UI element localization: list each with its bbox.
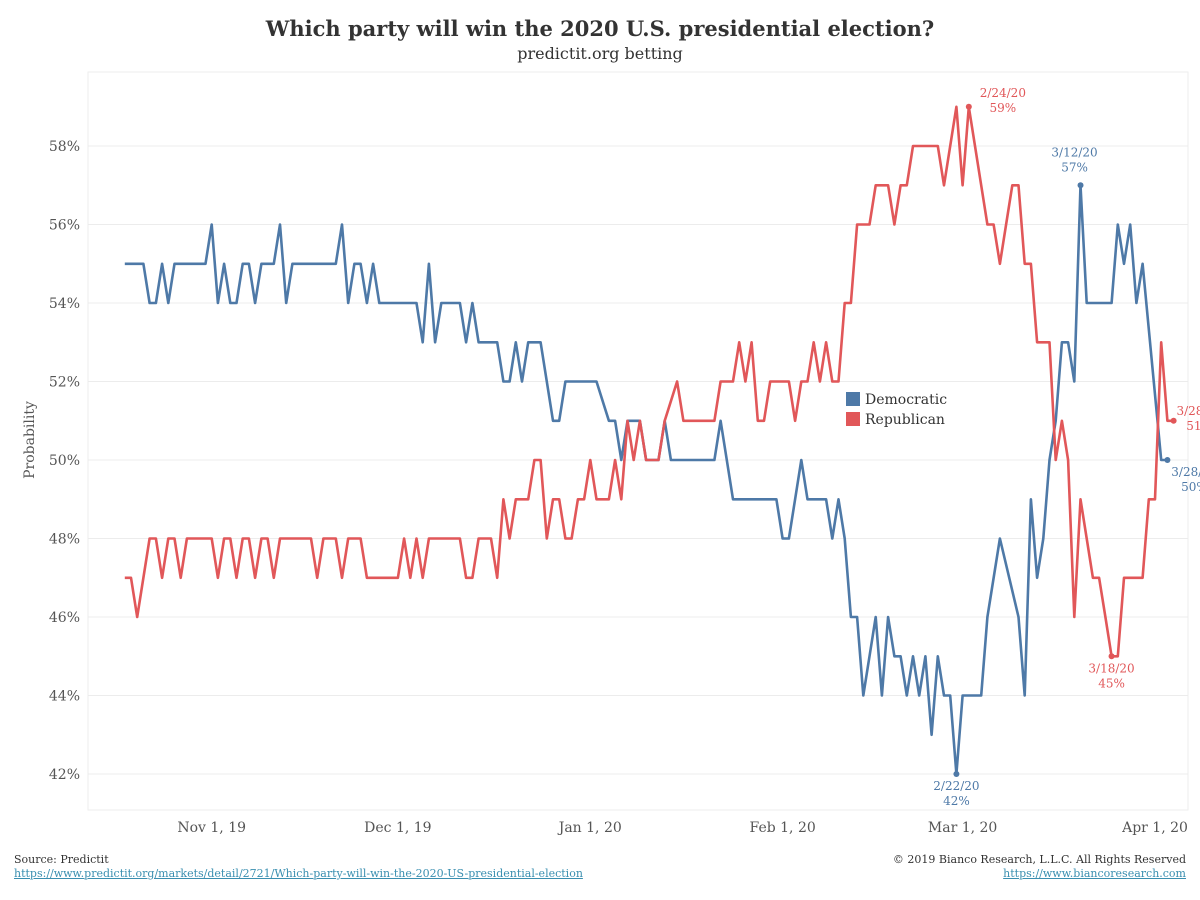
source-label: Source: Predictit xyxy=(14,853,109,866)
annotation-value: 45% xyxy=(1098,676,1125,690)
site-link[interactable]: https://www.biancoresearch.com xyxy=(1003,867,1186,880)
x-tick-label: Nov 1, 19 xyxy=(177,820,246,836)
legend-label-democratic: Democratic xyxy=(865,392,947,408)
y-tick-label: 50% xyxy=(49,453,80,469)
annotation-point xyxy=(1164,457,1171,463)
y-axis-label: Probability xyxy=(22,401,38,479)
series-line-democratic xyxy=(124,184,1168,776)
annotation-value: 42% xyxy=(943,794,970,808)
y-tick-label: 42% xyxy=(49,767,80,783)
annotation-point xyxy=(1077,182,1084,189)
y-tick-label: 44% xyxy=(49,689,80,705)
x-tick-label: Mar 1, 20 xyxy=(928,820,997,836)
annotation-value: 57% xyxy=(1061,160,1088,174)
annotation-value: 59% xyxy=(989,101,1016,115)
legend-swatch-democratic xyxy=(846,392,860,406)
annotation-date: 3/18/20 xyxy=(1088,661,1134,675)
site-url[interactable]: https://www.biancoresearch.com xyxy=(1003,867,1186,880)
annotation-date: 2/22/20 xyxy=(933,779,979,793)
annotation-point xyxy=(1108,653,1115,660)
annotation-date: 3/28/20 xyxy=(1176,404,1200,418)
chart-title: Which party will win the 2020 U.S. presi… xyxy=(265,16,935,41)
annotation-date: 3/28/20 xyxy=(1171,465,1200,479)
y-tick-label: 56% xyxy=(49,218,80,234)
legend-label-republican: Republican xyxy=(865,412,945,428)
annotation-date: 3/12/20 xyxy=(1051,145,1097,159)
x-tick-label: Apr 1, 20 xyxy=(1121,820,1188,836)
series-line-republican xyxy=(124,105,1174,658)
y-tick-label: 48% xyxy=(49,532,80,548)
plot-frame xyxy=(87,71,1189,811)
y-tick-label: 58% xyxy=(49,139,80,155)
chart-subtitle: predictit.org betting xyxy=(517,44,683,63)
annotation-value: 50% xyxy=(1181,480,1200,494)
y-tick-label: 46% xyxy=(49,610,80,626)
x-tick-label: Feb 1, 20 xyxy=(750,820,816,836)
legend-swatch-republican xyxy=(846,412,860,426)
copyright: © 2019 Bianco Research, L.L.C. All Right… xyxy=(892,853,1186,866)
annotation-point xyxy=(953,771,960,777)
source-link[interactable]: https://www.predictit.org/markets/detail… xyxy=(14,867,583,880)
source-url[interactable]: https://www.predictit.org/markets/detail… xyxy=(14,867,583,880)
annotation-point xyxy=(965,103,972,110)
y-tick-label: 54% xyxy=(49,296,80,312)
x-tick-label: Jan 1, 20 xyxy=(557,820,622,836)
x-tick-label: Dec 1, 19 xyxy=(364,820,431,836)
annotation-point xyxy=(1170,417,1177,424)
annotation-date: 2/24/20 xyxy=(980,86,1026,100)
annotation-value: 51% xyxy=(1186,419,1200,433)
y-tick-label: 52% xyxy=(49,375,80,391)
